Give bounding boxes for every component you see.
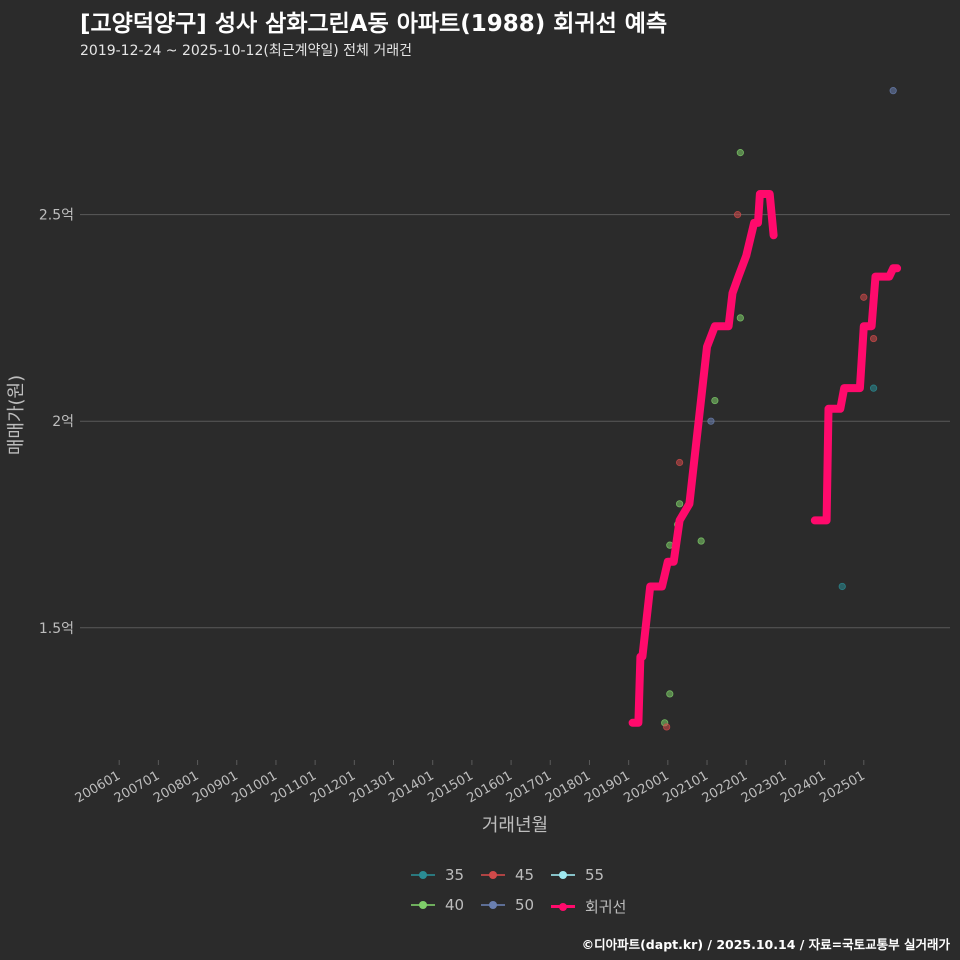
point-series-45 [860,293,868,301]
legend-key-40 [410,898,436,912]
x-tick-labels: 2006012007012008012009012010012011012012… [73,760,868,806]
point-series-45 [733,211,742,219]
legend-label-45: 45 [515,866,535,884]
point-series-40 [736,149,744,157]
x-tick-label: 202501 [817,768,867,806]
regression-line [628,190,902,727]
legend-key-45 [480,868,506,882]
legend-label-50: 50 [515,896,535,914]
y-tick-label: 1.5억 [39,621,74,637]
legend-item-45: 45 [480,866,534,884]
legend-item-50: 50 [480,896,534,914]
point-series-45 [663,723,671,731]
point-series-45 [675,458,684,467]
legend-item-regression: 회귀선 [550,896,626,917]
y-gridlines [80,214,950,629]
point-series-40 [666,690,674,698]
point-series-40 [697,537,705,545]
point-series-40 [736,314,744,322]
y-tick-label: 2.5억 [39,208,74,224]
y-tick-label: 2억 [52,414,74,430]
point-series-40 [711,396,719,405]
point-series-40 [675,500,684,508]
legend-key-regression [550,900,576,914]
y-axis-label: 매매가(원) [6,375,27,455]
y-tick-labels: 1.5억 2억 2.5억 [39,208,74,637]
point-series-50 [707,417,715,425]
point-series-35 [869,384,878,392]
legend-label-40: 40 [445,896,465,914]
legend-item-35: 35 [410,866,464,884]
legend-label-55: 55 [585,866,605,884]
legend-key-50 [480,898,506,912]
legend-label-35: 35 [445,866,465,884]
chart-subtitle: 2019-12-24 ~ 2025-10-12(최근계약일) 전체 거래건 [80,43,412,59]
legend-key-35 [410,868,436,882]
legend-label-regression: 회귀선 [585,898,627,916]
legend-item-55: 55 [550,866,604,884]
regression-segment-0 [628,190,778,727]
x-axis-label: 거래년월 [482,815,548,836]
legend-item-40: 40 [410,896,464,914]
regression-segment-1 [810,264,902,525]
point-series-35 [838,582,846,591]
point-series-50 [889,87,897,95]
legend-key-55 [550,868,576,882]
source-caption: ©디아파트(dapt.kr) / 2025.10.14 / 자료=국토교통부 실… [581,937,950,952]
point-series-45 [869,334,878,343]
chart-title: [고양덕양구] 성사 삼화그린A동 아파트(1988) 회귀선 예측 [80,11,668,37]
